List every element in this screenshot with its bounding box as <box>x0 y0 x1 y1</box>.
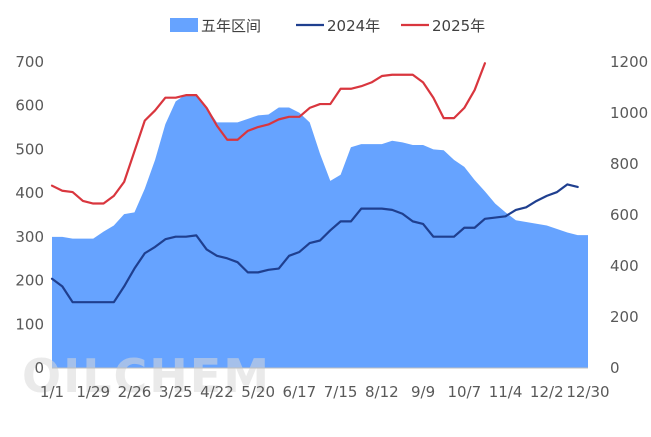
series-line-1 <box>50 183 579 304</box>
legend-label: 2025年 <box>432 17 485 35</box>
x-tick-label: 10/7 <box>447 383 481 401</box>
legend-swatch-area <box>170 18 198 32</box>
series-area-range <box>52 94 588 368</box>
x-tick-label: 8/12 <box>365 383 399 401</box>
axes-layer: 0 100 200 300 400 500 600 700 0 200 400 600 800 1000 1… <box>15 53 648 401</box>
y-left-tick-label: 100 <box>15 315 44 333</box>
y-left-tick-label: 700 <box>15 53 44 71</box>
x-tick-label: 11/4 <box>489 383 523 401</box>
watermark-text: OILCHEM <box>22 349 271 403</box>
x-tick-label: 12/2 <box>530 383 564 401</box>
y-right-tick-label: 600 <box>610 206 639 224</box>
area-layer <box>52 94 588 368</box>
legend-label: 2024年 <box>327 17 380 35</box>
x-tick-label: 3/25 <box>159 383 193 401</box>
x-tick-label: 12/30 <box>566 383 609 401</box>
x-tick-label: 5/20 <box>241 383 275 401</box>
series-line-2 <box>50 62 487 205</box>
y-right-tick-label: 200 <box>610 308 639 326</box>
x-tick-label: 7/15 <box>324 383 358 401</box>
x-tick-label: 6/17 <box>283 383 317 401</box>
x-tick-label: 4/22 <box>200 383 234 401</box>
y-left-tick-label: 600 <box>15 97 44 115</box>
y-right-tick-label: 0 <box>610 359 620 377</box>
y-right-tick-label: 800 <box>610 155 639 173</box>
y-left-tick-label: 500 <box>15 140 44 158</box>
watermark-layer: OILCHEM <box>22 349 271 403</box>
legend: 五年区间 2024年 2025年 <box>170 17 485 35</box>
y-left-tick-label: 300 <box>15 228 44 246</box>
legend-label: 五年区间 <box>201 17 261 35</box>
y-left-tick-label: 400 <box>15 184 44 202</box>
x-tick-label: 2/26 <box>118 383 152 401</box>
y-right-tick-label: 1000 <box>610 104 648 122</box>
x-tick-label: 1/1 <box>40 383 64 401</box>
x-tick-label: 9/9 <box>411 383 435 401</box>
x-tick-label: 1/29 <box>76 383 110 401</box>
y-left-tick-label: 0 <box>34 359 44 377</box>
y-left-tick-label: 200 <box>15 272 44 290</box>
y-right-tick-label: 1200 <box>610 53 648 71</box>
lines-layer <box>50 62 579 304</box>
y-right-tick-label: 400 <box>610 257 639 275</box>
